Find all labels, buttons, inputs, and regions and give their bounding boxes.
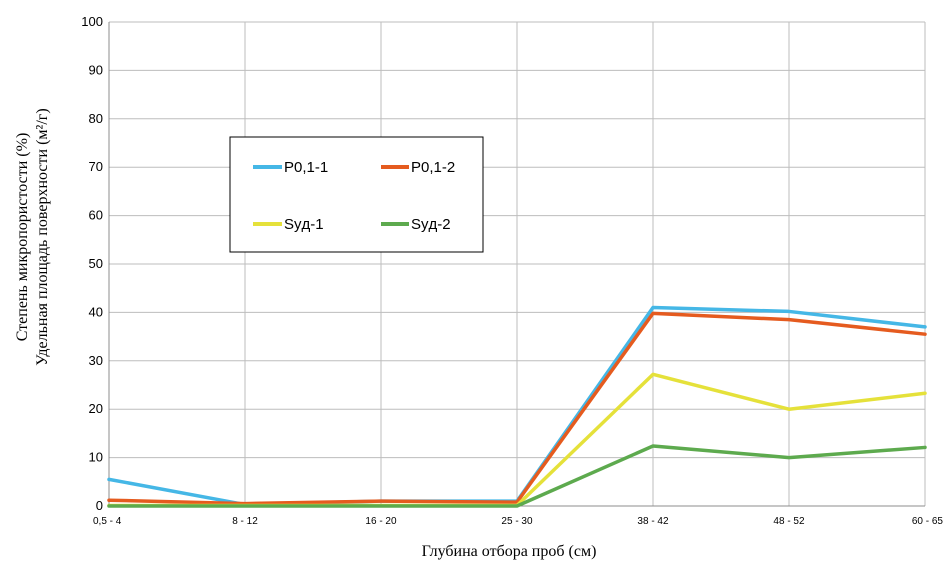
- legend-box: [229, 136, 484, 253]
- y-tick-label: 30: [89, 353, 103, 368]
- grid: [108, 21, 926, 507]
- y-tick-label: 50: [89, 256, 103, 271]
- x-tick-label: 60 - 65: [912, 516, 944, 527]
- y-tick-label: 90: [89, 62, 103, 77]
- legend-label-series-3: Syд-1: [284, 216, 324, 233]
- y-tick-label: 80: [89, 111, 103, 126]
- x-tick-label: 16 - 20: [365, 516, 397, 527]
- x-tick-label: 0,5 - 4: [93, 516, 122, 527]
- legend-label-series-2: P0,1-2: [411, 159, 455, 176]
- y-tick-label: 0: [96, 498, 103, 513]
- x-axis-title: Глубина отбора проб (см): [422, 543, 597, 560]
- series-line-4: [107, 444, 927, 508]
- x-tick-label: 48 - 52: [773, 516, 805, 527]
- y-tick-label: 100: [81, 14, 103, 29]
- y-tick-label: 10: [89, 450, 103, 465]
- legend-label-series-4: Syд-2: [411, 216, 451, 233]
- x-tick-label: 38 - 42: [637, 516, 669, 527]
- y-axis-title-line2: Удельная площадь поверхности (м²/г): [34, 108, 51, 365]
- series-line-2: [107, 311, 927, 506]
- x-tick-label: 8 - 12: [232, 516, 258, 527]
- x-tick-labels: 0,5 - 4 8 - 12 16 - 20 25 - 30 38 - 42 48 - 5…: [93, 516, 943, 527]
- legend-label-series-1: P0,1-1: [284, 159, 328, 176]
- y-tick-labels: 0 10 20 30 40 50 60 70 80 90 100: [81, 14, 103, 513]
- legend: P0,1-1 P0,1-2 Syд-1 Syд-2: [229, 136, 484, 253]
- y-tick-label: 70: [89, 159, 103, 174]
- y-tick-label: 60: [89, 208, 103, 223]
- x-tick-label: 25 - 30: [501, 516, 533, 527]
- y-tick-label: 20: [89, 401, 103, 416]
- y-axis-title-line1: Степень микропористости (%): [14, 133, 31, 342]
- series-lines: [107, 305, 927, 508]
- y-tick-label: 40: [89, 304, 103, 319]
